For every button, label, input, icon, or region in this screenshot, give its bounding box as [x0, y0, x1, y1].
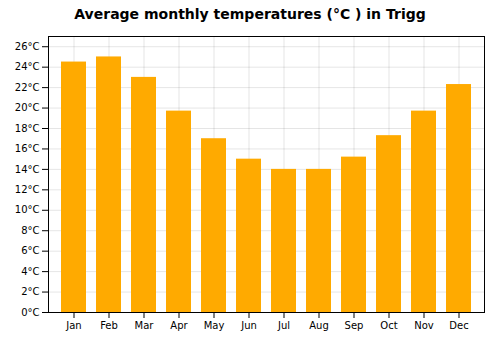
svg-text:Feb: Feb	[100, 320, 118, 331]
svg-text:Jul: Jul	[277, 320, 290, 331]
svg-text:12°C: 12°C	[15, 184, 40, 195]
svg-text:Jun: Jun	[240, 320, 257, 331]
svg-text:Apr: Apr	[170, 320, 188, 331]
svg-text:6°C: 6°C	[21, 245, 39, 256]
svg-text:24°C: 24°C	[15, 61, 40, 72]
svg-text:May: May	[204, 320, 225, 331]
svg-text:8°C: 8°C	[21, 225, 39, 236]
svg-text:22°C: 22°C	[15, 82, 40, 93]
svg-text:14°C: 14°C	[15, 164, 40, 175]
svg-text:18°C: 18°C	[15, 123, 40, 134]
svg-text:20°C: 20°C	[15, 102, 40, 113]
svg-text:2°C: 2°C	[21, 286, 39, 297]
svg-text:Sep: Sep	[345, 320, 364, 331]
svg-text:4°C: 4°C	[21, 266, 39, 277]
svg-text:0°C: 0°C	[21, 307, 39, 318]
svg-text:Dec: Dec	[449, 320, 468, 331]
svg-text:Nov: Nov	[414, 320, 434, 331]
svg-text:10°C: 10°C	[15, 204, 40, 215]
svg-text:26°C: 26°C	[15, 41, 40, 52]
svg-text:16°C: 16°C	[15, 143, 40, 154]
svg-text:Mar: Mar	[135, 320, 155, 331]
svg-text:Jan: Jan	[65, 320, 81, 331]
svg-text:Oct: Oct	[380, 320, 397, 331]
html-text:Average monthly temperatures (: Average monthly temperatures (°C ) in Tr…	[74, 6, 426, 22]
svg-text:Aug: Aug	[309, 320, 329, 331]
